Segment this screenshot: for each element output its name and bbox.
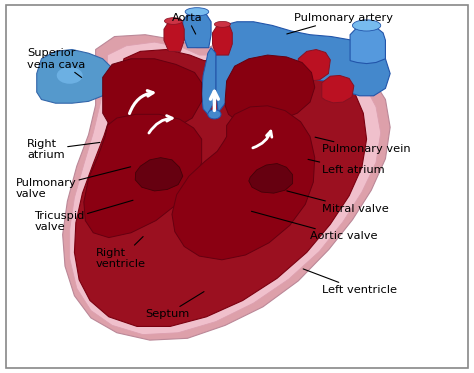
Text: Aortic valve: Aortic valve <box>252 211 377 241</box>
Text: Left atrium: Left atrium <box>308 159 384 175</box>
Polygon shape <box>201 48 216 114</box>
Polygon shape <box>70 40 381 335</box>
Polygon shape <box>298 50 330 81</box>
Polygon shape <box>350 25 385 63</box>
Polygon shape <box>212 23 232 55</box>
Polygon shape <box>36 50 112 103</box>
Polygon shape <box>249 163 292 193</box>
Text: Pulmonary
valve: Pulmonary valve <box>16 167 131 199</box>
Polygon shape <box>183 12 211 48</box>
Polygon shape <box>74 48 366 326</box>
Polygon shape <box>216 22 390 112</box>
Polygon shape <box>164 20 184 51</box>
Text: Aorta: Aorta <box>172 13 203 34</box>
Text: Superior
vena cava: Superior vena cava <box>27 48 85 78</box>
FancyBboxPatch shape <box>6 5 468 368</box>
Polygon shape <box>135 158 183 191</box>
Ellipse shape <box>214 21 230 27</box>
Text: Pulmonary artery: Pulmonary artery <box>287 13 392 34</box>
Text: Right
ventricle: Right ventricle <box>96 236 146 270</box>
Text: Right
atrium: Right atrium <box>27 139 100 160</box>
Text: Pulmonary vein: Pulmonary vein <box>315 137 410 154</box>
Text: Mitral valve: Mitral valve <box>287 191 389 214</box>
Text: Septum: Septum <box>145 292 204 319</box>
Polygon shape <box>63 33 390 340</box>
Ellipse shape <box>185 8 209 16</box>
Ellipse shape <box>208 110 221 119</box>
Ellipse shape <box>164 18 182 24</box>
Text: Tricuspid
valve: Tricuspid valve <box>35 200 133 232</box>
Ellipse shape <box>353 20 381 31</box>
Polygon shape <box>172 106 315 260</box>
Ellipse shape <box>57 67 82 84</box>
Polygon shape <box>322 75 354 103</box>
Polygon shape <box>225 55 315 124</box>
Polygon shape <box>84 114 201 238</box>
Polygon shape <box>103 59 201 135</box>
Text: Left ventricle: Left ventricle <box>303 269 397 295</box>
